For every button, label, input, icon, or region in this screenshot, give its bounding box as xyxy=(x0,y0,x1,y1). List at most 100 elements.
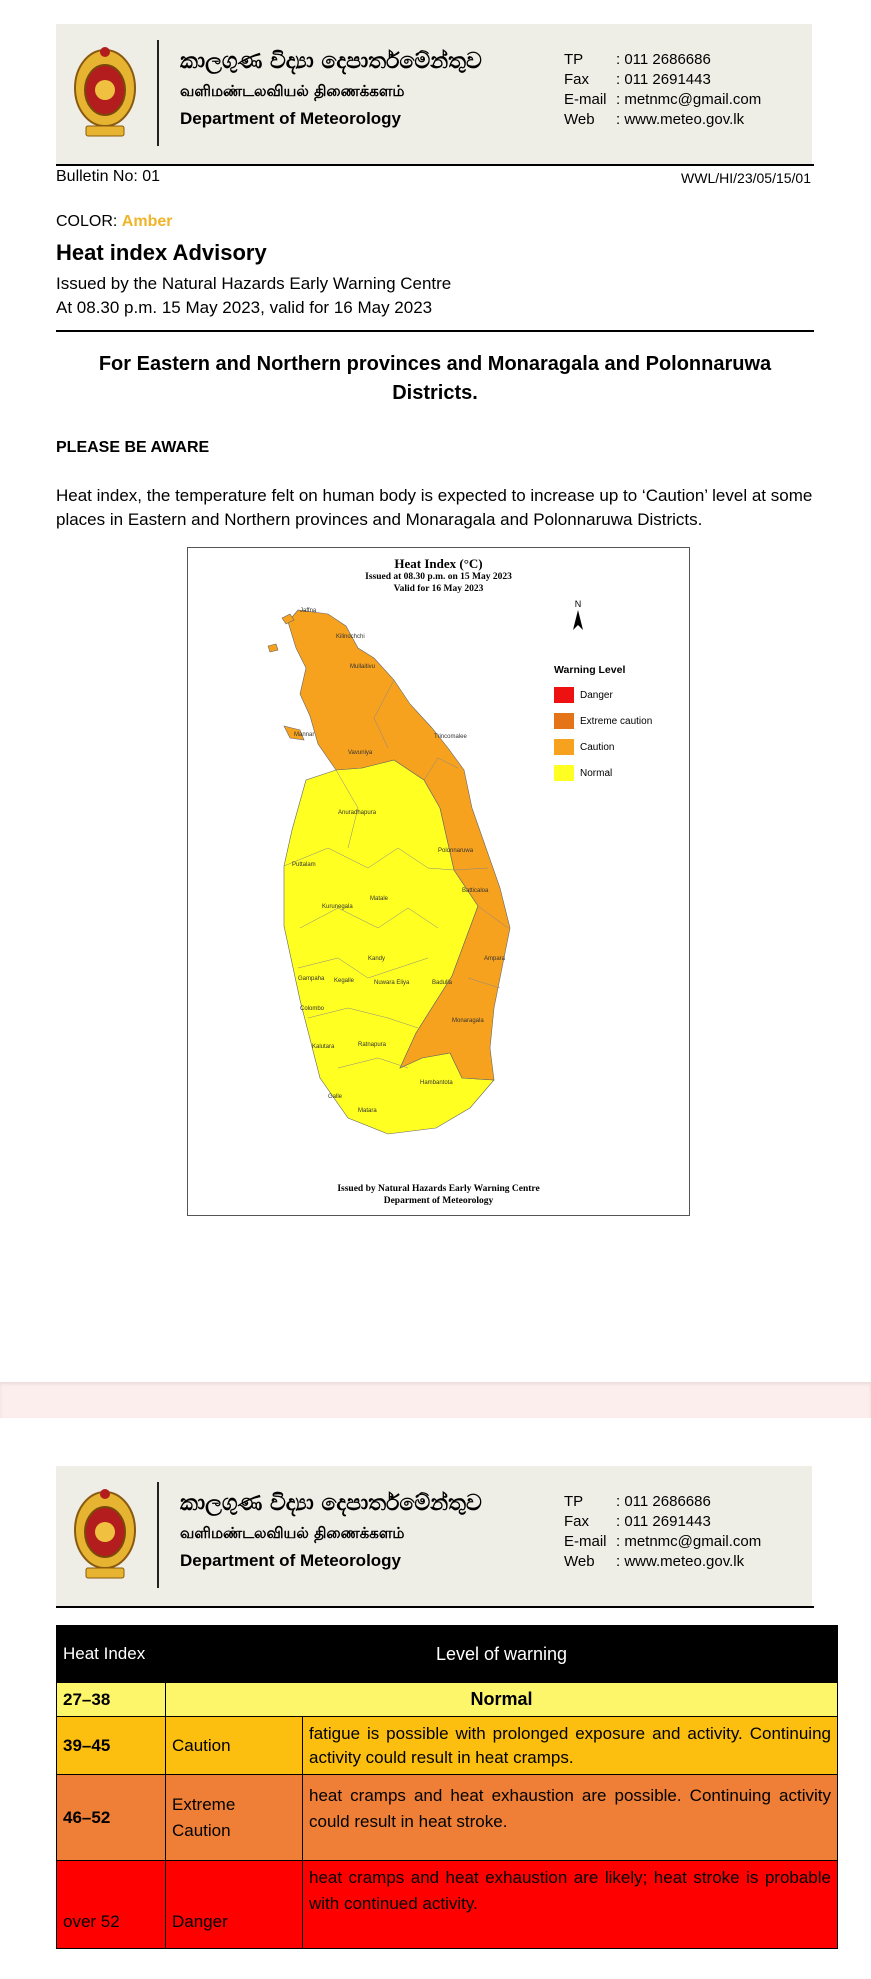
organization-names: කාලගුණ විද්‍යා දෙපාර්තමේන්තුව வளிமண்டலவி… xyxy=(180,1488,482,1574)
contact-phone: : 011 2686686 xyxy=(616,1493,711,1510)
legend-label: Extreme caution xyxy=(580,715,653,727)
english-name: Department of Meteorology xyxy=(180,1551,402,1570)
legend-swatch xyxy=(554,687,574,703)
warning-level-table: Heat Index Level of warning 27–38 Normal… xyxy=(56,1625,838,1949)
issued-by: Issued by the Natural Hazards Early Warn… xyxy=(56,274,452,293)
district-label: Galle xyxy=(328,1094,343,1100)
district-label: Jaffna xyxy=(300,608,317,614)
district-label: Colombo xyxy=(300,1006,325,1012)
bulletin-page-2: කාලගුණ විද්‍යා දෙපාර්තමේන්තුව வளிமண்டலவி… xyxy=(0,1418,871,1979)
region-island xyxy=(267,643,279,653)
region-island xyxy=(283,725,305,741)
contact-label: Web xyxy=(564,1553,595,1570)
color-code: COLOR: Amber xyxy=(56,213,172,231)
map-issued: Issued at 08.30 p.m. on 15 May 2023 xyxy=(365,572,512,582)
header-divider xyxy=(157,1482,159,1588)
bulletin-reference: WWL/HI/23/05/15/01 xyxy=(681,170,811,186)
warning-description: heat cramps and heat exhaustion are like… xyxy=(302,1860,838,1949)
contact-email: : metnmc@gmail.com xyxy=(616,1533,762,1550)
sri-lanka-map: Jaffna Kilinochchi Mullaitivu Mannar Vav… xyxy=(267,608,511,1135)
district-label: Monaragala xyxy=(452,1018,484,1024)
district-label: Polonnaruwa xyxy=(438,848,474,854)
heat-index-range: 39–45 xyxy=(56,1716,166,1775)
sinhala-name: කාලගුණ විද්‍යා දෙපාර්තමේන්තුව xyxy=(180,48,482,74)
district-label: Kandy xyxy=(368,956,385,962)
contact-label: Fax xyxy=(564,71,590,88)
please-be-aware: PLEASE BE AWARE xyxy=(56,439,210,456)
page-gap xyxy=(0,1382,871,1418)
district-label: Batticaloa xyxy=(462,888,489,894)
map-title: Heat Index (°C) xyxy=(394,556,483,571)
map-footer-centre: Issued by Natural Hazards Early Warning … xyxy=(337,1184,540,1194)
advisory-paragraph: Heat index, the temperature felt on huma… xyxy=(56,486,813,529)
contact-details: TP: 011 2686686 Fax: 011 2691443 E-mail:… xyxy=(564,1492,761,1572)
legend-item-danger: Danger xyxy=(554,687,613,703)
contact-label: Web xyxy=(564,111,595,128)
warning-level: Danger xyxy=(165,1860,303,1949)
table-header-row: Heat Index Level of warning xyxy=(56,1625,838,1683)
contact-web: : www.meteo.gov.lk xyxy=(616,1553,745,1570)
district-label: Vavuniya xyxy=(348,750,373,756)
map-footer-department: Deparment of Meteorology xyxy=(383,1196,494,1206)
district-label: Mannar xyxy=(294,732,314,738)
north-arrow-icon: N xyxy=(573,599,583,630)
heat-index-range: 27–38 xyxy=(56,1682,166,1717)
organization-names: කාලගුණ විද්‍යා දෙපාර්තමේන්තුව வளிமண்டலவி… xyxy=(180,46,482,132)
header-heat-index: Heat Index xyxy=(56,1625,166,1683)
district-label: Kurunegala xyxy=(322,904,353,910)
table-row-danger: over 52 Danger heat cramps and heat exha… xyxy=(56,1860,838,1949)
district-label: Kalutara xyxy=(312,1044,335,1050)
tamil-name: வளிமண்டலவியல் திணைக்களம் xyxy=(180,82,405,100)
district-label: Kilinochchi xyxy=(336,634,365,640)
contact-fax: : 011 2691443 xyxy=(616,71,711,88)
header-rule xyxy=(56,164,814,166)
warning-level: Normal xyxy=(165,1682,838,1717)
issued-at: At 08.30 p.m. 15 May 2023, valid for 16 … xyxy=(56,298,433,317)
legend-swatch xyxy=(554,713,574,729)
district-label: Ratnapura xyxy=(358,1042,387,1048)
contact-web: : www.meteo.gov.lk xyxy=(616,111,745,128)
district-label: Gampaha xyxy=(298,976,325,982)
color-value: Amber xyxy=(121,213,173,230)
heat-index-range: over 52 xyxy=(56,1860,166,1949)
contact-details: TP: 011 2686686 Fax: 011 2691443 E-mail:… xyxy=(564,50,761,130)
header-divider xyxy=(157,40,159,146)
district-label: Ampara xyxy=(484,956,506,962)
region-island xyxy=(281,613,295,625)
letterhead: කාලගුණ විද්‍යා දෙපාර්තමේන්තුව வளிமண்டலவி… xyxy=(56,1466,812,1606)
heat-index-range: 46–52 xyxy=(56,1774,166,1861)
district-borders xyxy=(283,679,509,1069)
district-label: Kegalle xyxy=(334,978,355,984)
heat-index-map: Heat Index (°C) Issued at 08.30 p.m. on … xyxy=(187,547,690,1216)
district-label: Puttalam xyxy=(292,862,316,868)
region-caution xyxy=(287,609,511,1081)
district-label: Anuradhapura xyxy=(338,810,377,816)
bulletin-number: Bulletin No: 01 xyxy=(56,168,161,185)
legend-swatch xyxy=(554,739,574,755)
district-label: Trincomalee xyxy=(434,734,467,740)
map-valid: Valid for 16 May 2023 xyxy=(393,584,484,594)
sinhala-name: කාලගුණ විද්‍යා දෙපාර්තමේන්තුව xyxy=(180,1490,482,1516)
header-rule xyxy=(56,1606,814,1608)
warning-level: Extreme Caution xyxy=(165,1774,303,1861)
north-label: N xyxy=(575,599,582,609)
legend-label: Normal xyxy=(580,767,613,779)
advisory-title: Heat index Advisory xyxy=(56,240,267,265)
district-label: Matale xyxy=(370,896,389,902)
bulletin-page-1: කාලගුණ විද්‍යා දෙපාර්තමේන්තුව வளிமண்டலவி… xyxy=(56,24,814,1216)
tamil-name: வளிமண்டலவியல் திணைக்களம் xyxy=(180,1524,405,1542)
advisory-headline: For Eastern and Northern provinces and M… xyxy=(98,353,772,404)
english-name: Department of Meteorology xyxy=(180,109,402,128)
district-label: Badulla xyxy=(432,980,453,986)
contact-label: E-mail xyxy=(564,1533,607,1550)
district-label: Mullaitivu xyxy=(350,664,375,670)
district-label: Hambantota xyxy=(420,1080,453,1086)
contact-fax: : 011 2691443 xyxy=(616,1513,711,1530)
legend-label: Danger xyxy=(580,689,613,701)
title-rule xyxy=(56,330,814,332)
district-label: Nuwara Eliya xyxy=(374,980,410,986)
legend-swatch xyxy=(554,765,574,781)
legend-item-caution: Caution xyxy=(554,739,614,755)
header-level-of-warning: Level of warning xyxy=(165,1625,838,1683)
district-label: Matara xyxy=(358,1108,377,1114)
